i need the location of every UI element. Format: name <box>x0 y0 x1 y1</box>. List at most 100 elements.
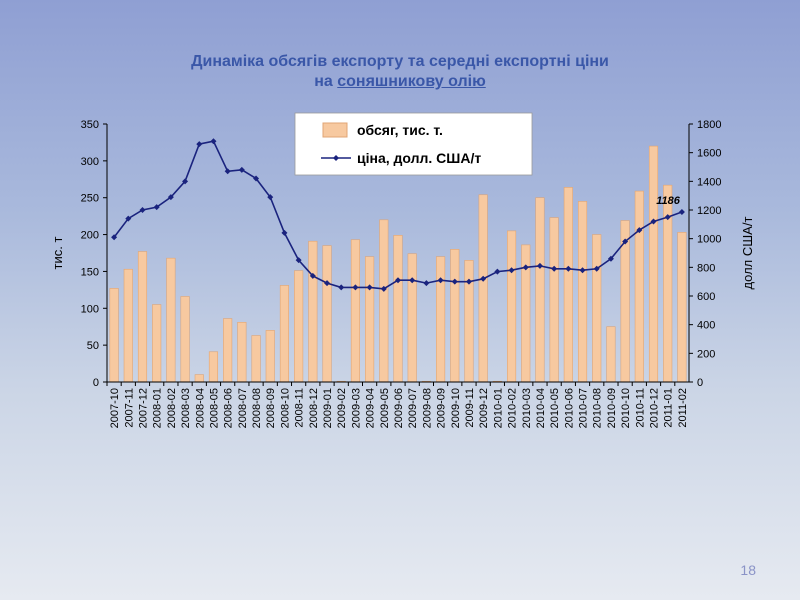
x-tick-2010-01: 2010-01 <box>492 388 504 428</box>
price-point-2009-05 <box>380 285 387 292</box>
price-point-2010-07 <box>579 267 586 274</box>
y-right-tick-1400: 1400 <box>697 176 721 188</box>
y-left-tick-50: 50 <box>87 340 99 352</box>
y-left-tick-250: 250 <box>81 193 99 205</box>
x-tick-2010-05: 2010-05 <box>549 388 561 428</box>
price-point-2010-04 <box>536 262 543 269</box>
y-right-tick-600: 600 <box>697 291 715 303</box>
x-tick-2011-01: 2011-01 <box>663 388 675 428</box>
bar-2007-12 <box>137 251 148 383</box>
title-line-2-prefix: на <box>314 73 338 90</box>
x-tick-2007-12: 2007-12 <box>137 388 149 428</box>
bar-2009-04 <box>365 256 375 383</box>
x-tick-2011-02: 2011-02 <box>677 388 689 428</box>
bar-2008-09 <box>265 330 275 383</box>
bar-2010-05 <box>549 217 559 383</box>
y-right-tick-1800: 1800 <box>697 119 721 131</box>
price-point-2010-06 <box>565 265 572 272</box>
bar-2010-09 <box>606 326 616 383</box>
price-point-2008-03 <box>182 178 189 185</box>
legend-label-bar: обсяг, тис. т. <box>357 122 443 138</box>
price-point-2008-01 <box>153 204 160 211</box>
x-tick-2010-12: 2010-12 <box>649 388 661 428</box>
x-tick-2009-04: 2009-04 <box>365 388 377 428</box>
bar-2007-10 <box>109 288 119 383</box>
x-tick-2009-09: 2009-09 <box>436 388 448 428</box>
x-tick-2010-03: 2010-03 <box>521 388 533 428</box>
x-tick-2009-11: 2009-11 <box>464 388 476 428</box>
x-tick-2010-11: 2010-11 <box>634 388 646 428</box>
y-right-axis-title: долл США/т <box>740 217 755 290</box>
x-tick-2009-08: 2009-08 <box>421 388 433 428</box>
y-left-tick-100: 100 <box>81 303 99 315</box>
price-point-2010-01 <box>494 268 501 275</box>
x-tick-2008-07: 2008-07 <box>237 388 249 428</box>
bar-2009-05 <box>379 219 389 383</box>
x-tick-2008-03: 2008-03 <box>180 388 192 428</box>
x-tick-2010-07: 2010-07 <box>578 388 590 428</box>
legend-swatch-marker <box>333 155 339 161</box>
title-line-1: Динаміка обсягів експорту та середні екс… <box>191 53 609 70</box>
price-point-2008-06 <box>224 168 231 175</box>
x-tick-2009-03: 2009-03 <box>350 388 362 428</box>
price-point-2010-03 <box>522 264 529 271</box>
bar-2008-06 <box>223 318 233 383</box>
price-point-2009-10 <box>451 278 458 285</box>
price-point-2008-05 <box>210 138 217 145</box>
price-point-2009-08 <box>423 280 430 287</box>
x-tick-2009-05: 2009-05 <box>379 388 391 428</box>
bar-2010-06 <box>563 187 573 383</box>
price-point-2009-12 <box>480 275 487 282</box>
x-tick-2008-08: 2008-08 <box>251 388 263 428</box>
bar-2010-08 <box>592 234 602 383</box>
title-line-2: на соняшникову олію <box>0 72 800 92</box>
x-tick-2010-10: 2010-10 <box>620 388 632 428</box>
x-tick-2009-07: 2009-07 <box>407 388 419 428</box>
price-point-2009-03 <box>352 284 359 291</box>
x-tick-2008-12: 2008-12 <box>308 388 320 428</box>
x-tick-2009-02: 2009-02 <box>336 388 348 428</box>
legend-swatch-bar <box>322 122 348 138</box>
bar-2008-02 <box>166 257 176 383</box>
bar-2008-01 <box>152 304 162 383</box>
price-point-2008-12 <box>309 272 316 279</box>
price-point-2008-09 <box>267 194 274 201</box>
x-tick-2008-01: 2008-01 <box>152 388 164 428</box>
price-point-2009-04 <box>366 284 373 291</box>
bar-2010-12 <box>648 145 659 383</box>
price-point-2011-02 <box>678 209 685 216</box>
price-point-2009-09 <box>437 277 444 284</box>
x-tick-2010-08: 2010-08 <box>592 388 604 428</box>
bar-2010-07 <box>577 201 588 383</box>
price-point-2009-11 <box>465 278 472 285</box>
bar-2009-06 <box>393 235 403 383</box>
price-annotation-0: 1186 <box>656 195 681 207</box>
bar-2009-09 <box>436 256 446 383</box>
x-tick-2008-02: 2008-02 <box>166 388 178 428</box>
bar-2008-05 <box>208 351 219 383</box>
x-tick-2008-04: 2008-04 <box>194 388 206 428</box>
price-point-2008-10 <box>281 229 288 236</box>
price-point-2009-07 <box>409 277 416 284</box>
page-number: 18 <box>740 562 756 578</box>
x-tick-2007-10: 2007-10 <box>109 388 121 428</box>
price-point-2010-11 <box>636 227 643 234</box>
price-point-2008-04 <box>196 141 203 148</box>
price-point-2009-06 <box>395 277 401 284</box>
bar-2008-10 <box>279 285 289 383</box>
price-point-2008-08 <box>253 175 260 182</box>
bar-2009-10 <box>450 249 460 383</box>
price-point-2010-08 <box>593 265 600 272</box>
bar-2009-07 <box>407 253 417 383</box>
x-tick-2008-09: 2008-09 <box>265 388 277 428</box>
y-right-tick-200: 200 <box>697 348 715 360</box>
x-tick-2010-09: 2010-09 <box>606 388 618 428</box>
bar-2009-11 <box>464 260 474 383</box>
y-left-tick-200: 200 <box>81 230 99 242</box>
price-point-2010-05 <box>551 265 558 272</box>
y-left-tick-300: 300 <box>81 156 99 168</box>
bar-2011-02 <box>677 232 687 383</box>
bar-2010-11 <box>634 190 644 383</box>
y-right-tick-1600: 1600 <box>697 148 721 160</box>
